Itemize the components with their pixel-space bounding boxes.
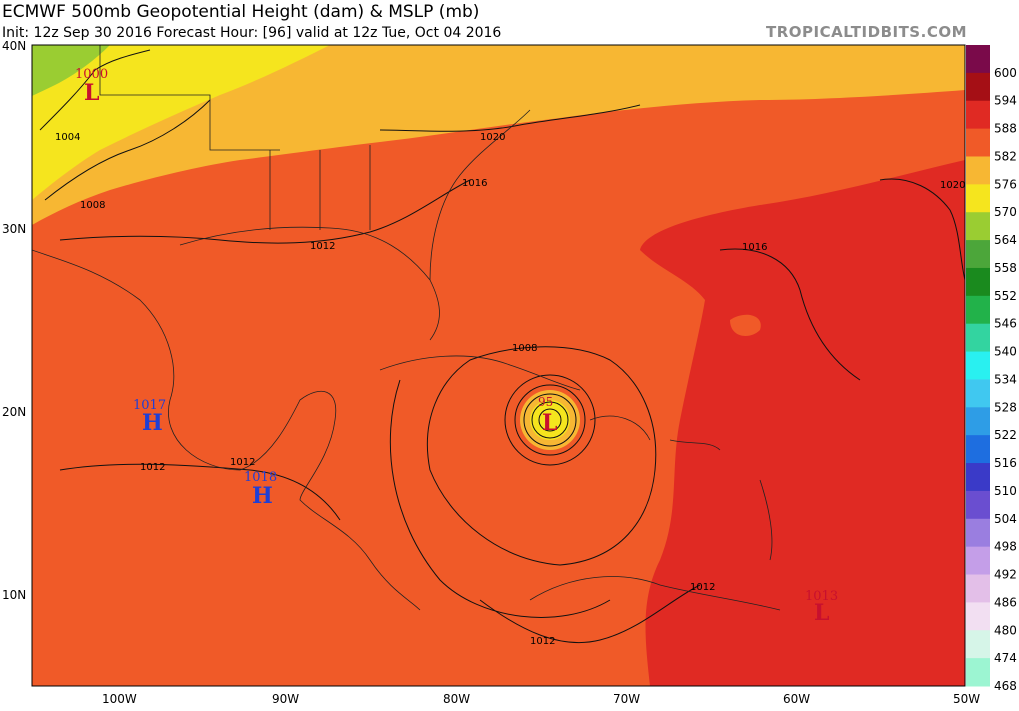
colorbar-label: 588 bbox=[994, 122, 1017, 136]
colorbar-label: 504 bbox=[994, 512, 1017, 526]
colorbar-label: 570 bbox=[994, 205, 1017, 219]
height-field bbox=[32, 45, 965, 686]
colorbar-swatch bbox=[966, 658, 990, 687]
lon-label: 60W bbox=[783, 692, 810, 706]
isobar-label: 1016 bbox=[462, 178, 487, 189]
colorbar-label: 546 bbox=[994, 317, 1017, 331]
colorbar-swatch bbox=[966, 463, 990, 492]
lon-label: 70W bbox=[613, 692, 640, 706]
colorbar-swatch bbox=[966, 156, 990, 185]
lat-label: 40N bbox=[2, 39, 26, 53]
isobar-label: 1020 bbox=[480, 132, 505, 143]
isobars bbox=[39, 49, 965, 644]
colorbar-label: 516 bbox=[994, 456, 1017, 470]
colorbar-swatch bbox=[966, 630, 990, 659]
low-pressure-center: 95 L bbox=[538, 395, 557, 436]
map-title: ECMWF 500mb Geopotential Height (dam) & … bbox=[2, 2, 480, 22]
colorbar-label: 480 bbox=[994, 623, 1017, 637]
low-pressure-center: 1013 L bbox=[805, 589, 838, 626]
colorbar-swatch bbox=[966, 212, 990, 241]
colorbar-swatch bbox=[966, 407, 990, 436]
lat-label: 30N bbox=[2, 222, 26, 236]
colorbar-label: 600 bbox=[994, 66, 1017, 80]
isobar-label: 1004 bbox=[55, 132, 80, 143]
pressure-value: 95 bbox=[538, 395, 553, 409]
lat-label: 20N bbox=[2, 405, 26, 419]
colorbar-label: 498 bbox=[994, 540, 1017, 554]
pressure-value: 1013 bbox=[805, 589, 838, 604]
pressure-symbol: H bbox=[142, 410, 163, 436]
colorbar-swatch bbox=[966, 574, 990, 603]
colorbar-label: 486 bbox=[994, 595, 1017, 609]
lat-label: 10N bbox=[2, 588, 26, 602]
colorbar-swatch bbox=[966, 490, 990, 520]
colorbar-swatch bbox=[966, 128, 990, 157]
isobar-label: 1012 bbox=[690, 582, 715, 593]
isobar-label: 1012 bbox=[310, 241, 335, 252]
colorbar-swatch bbox=[966, 379, 990, 408]
lon-label: 90W bbox=[272, 692, 299, 706]
colorbar-swatch bbox=[966, 295, 990, 325]
pressure-symbol: H bbox=[252, 483, 273, 509]
pressure-centers: 1000 L 95 L 1013 L 1017 H 1018 H bbox=[75, 67, 838, 626]
pressure-value: 1000 bbox=[75, 67, 108, 82]
colorbar-label: 582 bbox=[994, 149, 1017, 163]
high-pressure-center: 1018 H bbox=[244, 470, 277, 509]
isobar-label: 1012 bbox=[140, 462, 165, 473]
colorbar-swatch bbox=[966, 100, 990, 130]
isobar-label: 1008 bbox=[80, 200, 105, 211]
colorbar-swatch bbox=[966, 518, 990, 548]
pressure-symbol: L bbox=[84, 80, 99, 106]
brand-label: TROPICALTIDBITS.COM bbox=[766, 23, 967, 41]
coastlines bbox=[32, 45, 781, 611]
colorbar-label: 594 bbox=[994, 94, 1017, 108]
pressure-value: 1017 bbox=[133, 398, 166, 413]
colorbar-label: 534 bbox=[994, 372, 1017, 386]
isobar-label: 1012 bbox=[530, 636, 555, 647]
colorbar-swatch bbox=[966, 351, 990, 380]
colorbar-swatch bbox=[966, 267, 990, 297]
colorbar-label: 576 bbox=[994, 177, 1017, 191]
colorbar: 600 594 588 582 576 570 564 558 552 546 540 534 528 5… bbox=[966, 45, 1017, 693]
pressure-symbol: L bbox=[542, 410, 557, 436]
pressure-symbol: L bbox=[814, 600, 829, 626]
map-frame bbox=[31, 44, 966, 687]
lon-label: 100W bbox=[102, 692, 137, 706]
colorbar-swatch bbox=[966, 546, 990, 576]
colorbar-label: 510 bbox=[994, 484, 1017, 498]
colorbar-label: 492 bbox=[994, 568, 1017, 582]
colorbar-swatch bbox=[966, 602, 990, 631]
pressure-value: 1018 bbox=[244, 470, 277, 485]
colorbar-label: 564 bbox=[994, 233, 1017, 247]
colorbar-label: 528 bbox=[994, 400, 1017, 414]
isobar-label: 1020 bbox=[940, 180, 965, 191]
colorbar-swatch bbox=[966, 45, 990, 74]
colorbar-label: 552 bbox=[994, 289, 1017, 303]
colorbar-label: 540 bbox=[994, 345, 1017, 359]
colorbar-label: 474 bbox=[994, 651, 1017, 665]
colorbar-swatch bbox=[966, 72, 990, 102]
colorbar-label: 558 bbox=[994, 261, 1017, 275]
high-pressure-center: 1017 H bbox=[133, 398, 166, 436]
lon-label: 50W bbox=[953, 692, 980, 706]
colorbar-swatch bbox=[966, 323, 990, 353]
colorbar-label: 468 bbox=[994, 679, 1017, 693]
isobar-label: 1016 bbox=[742, 242, 767, 253]
colorbar-swatch bbox=[966, 184, 990, 213]
map-subtitle: Init: 12z Sep 30 2016 Forecast Hour: [96… bbox=[2, 25, 502, 41]
colorbar-swatch bbox=[966, 240, 990, 269]
colorbar-label: 522 bbox=[994, 428, 1017, 442]
latitude-labels: 40N 30N 20N 10N bbox=[2, 39, 26, 602]
lon-label: 80W bbox=[443, 692, 470, 706]
isobar-label: 1012 bbox=[230, 457, 255, 468]
isobar-label: 1008 bbox=[512, 343, 537, 354]
colorbar-swatch bbox=[966, 435, 990, 464]
low-pressure-center: 1000 L bbox=[75, 67, 108, 106]
isobar-labels: 1004 1008 1012 1016 1020 1008 1012 1016 … bbox=[55, 132, 965, 647]
longitude-labels: 100W 90W 80W 70W 60W 50W bbox=[102, 692, 980, 706]
